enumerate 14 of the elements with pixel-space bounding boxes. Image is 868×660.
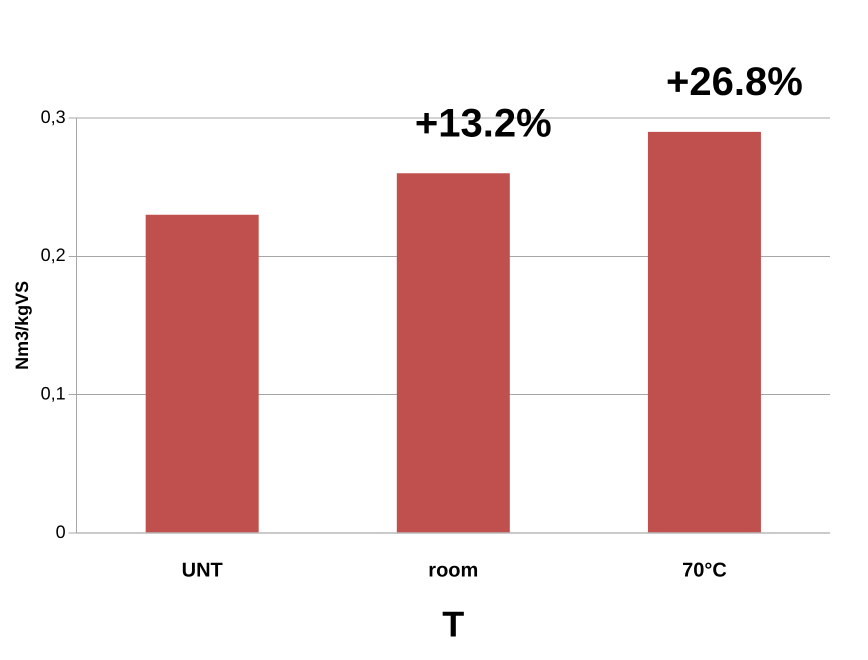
bar xyxy=(146,214,259,532)
x-tick-label: UNT xyxy=(182,559,223,582)
y-tick-label: 0,2 xyxy=(40,245,66,266)
y-tick-label: 0,3 xyxy=(40,106,66,127)
x-tick-label: room xyxy=(428,559,478,582)
y-tick-label: 0,1 xyxy=(40,384,66,404)
x-tick-label: 70°C xyxy=(682,559,727,582)
bar xyxy=(648,132,761,532)
annotation: +13.2% xyxy=(414,101,552,146)
y-tick-label: 0 xyxy=(56,522,66,542)
y-axis-title: Nm3/kgVS xyxy=(12,280,32,370)
bar xyxy=(396,173,510,532)
annotation: +26.8% xyxy=(666,60,803,104)
x-axis-title: T xyxy=(442,603,464,644)
